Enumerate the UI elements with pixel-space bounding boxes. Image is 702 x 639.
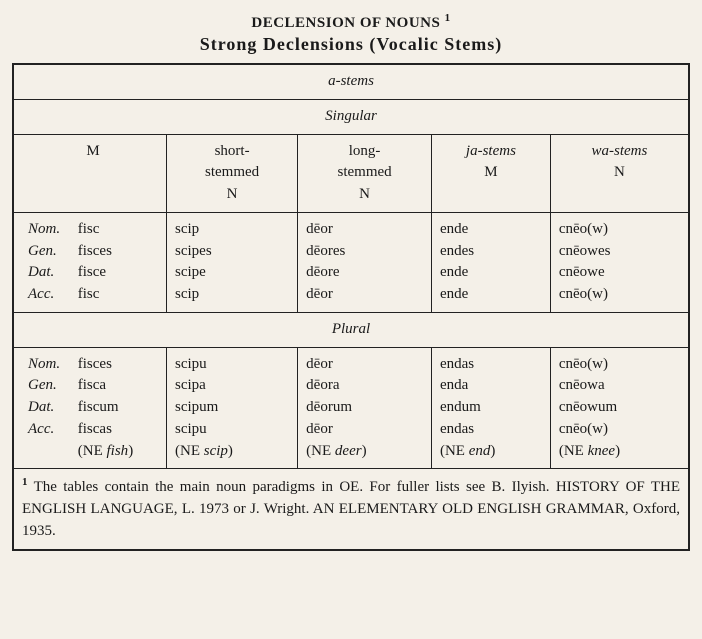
sg-cases: Nom. fisc Gen. fisces Dat. fisce Acc. fi… xyxy=(13,212,167,312)
col-head-long-n: long- stemmed N xyxy=(298,134,432,212)
pl-col3: dēor dēora dēorum dēor (NE deer) xyxy=(298,347,432,469)
pl-col4: endas enda endum endas (NE end) xyxy=(431,347,550,469)
col-head-wa: wa-stems N xyxy=(550,134,689,212)
stem-group-header: a-stems xyxy=(13,64,689,99)
plural-header: Plural xyxy=(13,312,689,347)
singular-body: Nom. fisc Gen. fisces Dat. fisce Acc. fi… xyxy=(13,212,689,312)
title-block: DECLENSION OF NOUNS 1 Strong Declensions… xyxy=(12,12,690,55)
title-footnote-ref: 1 xyxy=(445,12,451,24)
declension-table: a-stems Singular M short- stemmed N long… xyxy=(12,63,690,551)
footnote: 1 The tables contain the main noun parad… xyxy=(13,469,689,550)
title-line-2: Strong Declensions (Vocalic Stems) xyxy=(12,34,690,55)
col-head-m: M xyxy=(13,134,167,212)
column-header-row: M short- stemmed N long- stemmed N ja-st… xyxy=(13,134,689,212)
singular-header: Singular xyxy=(13,99,689,134)
pl-cases: Nom. fisces Gen. fisca Dat. fiscum Acc. … xyxy=(13,347,167,469)
plural-body: Nom. fisces Gen. fisca Dat. fiscum Acc. … xyxy=(13,347,689,469)
sg-col4: ende endes ende ende xyxy=(431,212,550,312)
col-head-ja: ja-stems M xyxy=(431,134,550,212)
title-text-1: DECLENSION OF NOUNS xyxy=(251,15,440,31)
title-line-1: DECLENSION OF NOUNS 1 xyxy=(12,12,690,32)
sg-col3: dēor dēores dēore dēor xyxy=(298,212,432,312)
footnote-text: The tables contain the main noun paradig… xyxy=(22,479,680,539)
sg-col5: cnēo(w) cnēowes cnēowe cnēo(w) xyxy=(550,212,689,312)
sg-col2: scip scipes scipe scip xyxy=(167,212,298,312)
col-head-short-n: short- stemmed N xyxy=(167,134,298,212)
pl-col2: scipu scipa scipum scipu (NE scip) xyxy=(167,347,298,469)
pl-col5: cnēo(w) cnēowa cnēowum cnēo(w) (NE knee) xyxy=(550,347,689,469)
